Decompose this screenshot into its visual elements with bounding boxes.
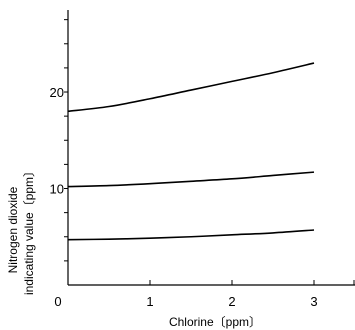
tick-labels: 10 20 0 1 2 3 xyxy=(50,85,318,309)
tick-marks xyxy=(64,19,355,285)
y-axis-title-line-1: Nitrogen dioxide xyxy=(6,186,20,273)
series-line-2 xyxy=(67,171,315,188)
y-tick-label: 20 xyxy=(50,85,64,100)
x-tick-label: 2 xyxy=(228,294,235,309)
series-line-1 xyxy=(67,62,315,113)
x-tick-label: 3 xyxy=(310,294,317,309)
axes xyxy=(67,10,355,286)
x-tick-label: 1 xyxy=(146,294,153,309)
y-axis-title-line-2: indicating value〔ppm〕 xyxy=(22,165,36,295)
x-axis-title: Chlorine〔ppm〕 xyxy=(169,315,261,329)
y-tick-label: 10 xyxy=(50,182,64,197)
series-lines xyxy=(67,62,315,241)
x-tick-label: 0 xyxy=(54,294,61,309)
series-line-3 xyxy=(67,229,315,241)
